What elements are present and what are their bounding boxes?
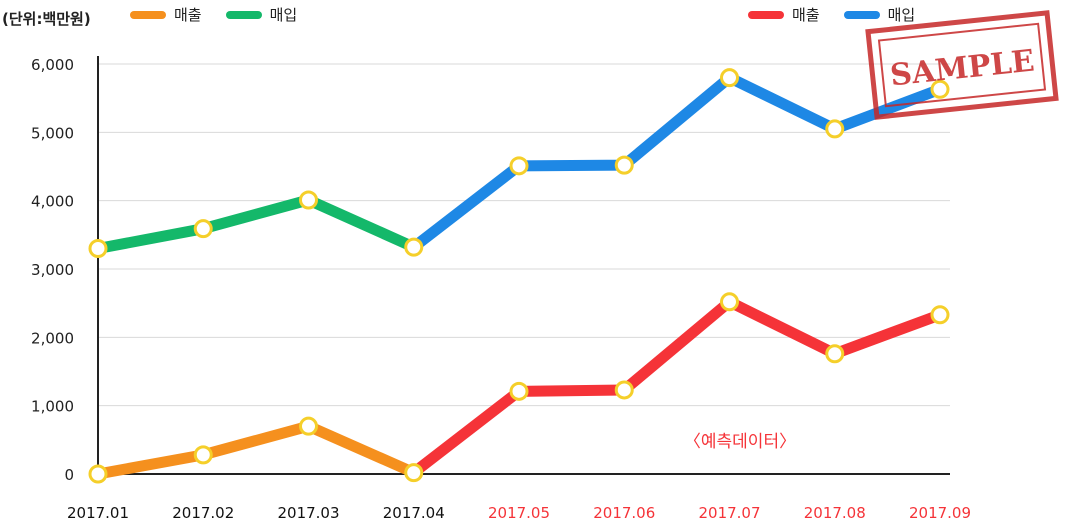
data-point — [509, 156, 529, 176]
grid — [98, 63, 950, 407]
data-point — [88, 239, 108, 258]
stamp-text: SAMPLE — [889, 44, 1037, 94]
series-line-actual-1 — [96, 194, 416, 254]
data-point — [193, 219, 213, 239]
forecast-note: 〈예측데이터〉 — [684, 432, 796, 452]
data-point — [614, 380, 634, 400]
legend-label-forecast-purchase: 매입 — [887, 6, 916, 24]
legend-swatch-actual-purchase — [225, 10, 262, 19]
y-tick-labels: 0 1,000 2,000 3,000 4,000 5,000 6,000 — [31, 56, 74, 484]
data-point — [193, 445, 213, 465]
x-tick-label: 2017.09 — [909, 504, 971, 521]
legend-label-forecast-sales: 매출 — [792, 6, 820, 24]
series-markers — [88, 68, 950, 484]
legend-forecast: 매출 매입 — [748, 4, 931, 25]
data-point — [930, 79, 950, 99]
series-line-actual-0 — [97, 420, 416, 480]
stamp-outer-border — [865, 10, 1059, 120]
legend-swatch-forecast-purchase — [843, 10, 880, 19]
data-point — [404, 463, 424, 483]
x-tick-label: 2017.07 — [698, 504, 760, 521]
unit-label: (단위:백만원) — [2, 10, 91, 28]
x-tick-label: 2017.03 — [277, 504, 339, 521]
legend-actual: 매출 매입 — [130, 4, 313, 25]
sample-stamp: SAMPLE — [865, 10, 1059, 120]
series-line-forecast-1 — [410, 72, 942, 252]
x-tick-labels: 2017.01 2017.02 2017.03 2017.04 2017.05 2017.… — [67, 504, 971, 521]
data-point — [614, 155, 634, 175]
legend-label-actual-purchase: 매입 — [269, 6, 298, 24]
data-point — [88, 464, 108, 484]
legend-item-forecast-purchase: 매입 — [843, 4, 916, 25]
legend-swatch-actual-sales — [130, 10, 166, 19]
data-point — [299, 416, 318, 436]
legend-item-forecast-sales: 매출 — [748, 4, 820, 25]
data-point — [825, 344, 845, 364]
data-point — [509, 381, 529, 401]
y-tick-label: 2,000 — [31, 329, 74, 347]
series-lines — [96, 72, 942, 480]
x-tick-label: 2017.08 — [804, 504, 866, 521]
stamp-inner-border — [877, 22, 1047, 108]
data-point — [930, 305, 950, 325]
x-tick-label: 2017.01 — [67, 504, 129, 521]
legend-swatch-forecast-sales — [748, 10, 784, 19]
x-tick-label: 2017.04 — [383, 504, 445, 521]
legend-label-actual-sales: 매출 — [174, 6, 202, 24]
y-tick-label: 5,000 — [31, 124, 74, 142]
legend-item-actual-sales: 매출 — [130, 4, 202, 25]
data-point — [299, 190, 318, 210]
data-point — [404, 237, 424, 257]
y-tick-label: 1,000 — [31, 398, 74, 416]
x-tick-label: 2017.02 — [172, 504, 234, 521]
series-line-forecast-0 — [410, 296, 942, 477]
y-tick-label: 4,000 — [31, 193, 74, 211]
legend-item-actual-purchase: 매입 — [225, 4, 298, 25]
x-tick-label: 2017.06 — [593, 504, 655, 521]
x-tick-label: 2017.05 — [488, 504, 550, 521]
data-point — [720, 68, 739, 88]
y-tick-label: 6,000 — [31, 56, 74, 74]
y-tick-label: 0 — [64, 466, 74, 484]
y-tick-label: 3,000 — [31, 261, 74, 279]
data-point — [825, 119, 845, 139]
axes — [97, 56, 950, 475]
data-point — [720, 292, 739, 312]
